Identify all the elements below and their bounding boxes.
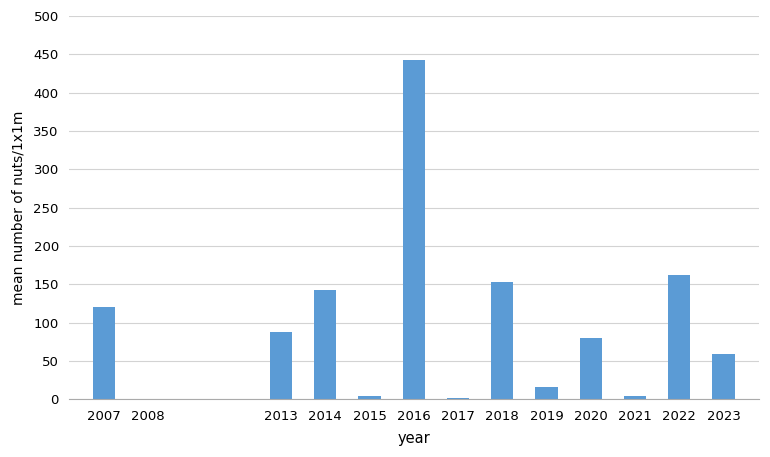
Bar — [668, 275, 690, 399]
Bar — [491, 282, 514, 399]
X-axis label: year: year — [397, 431, 430, 446]
Bar — [580, 338, 602, 399]
Bar — [403, 60, 425, 399]
Bar — [314, 290, 336, 399]
Bar — [270, 332, 292, 399]
Bar — [535, 387, 557, 399]
Y-axis label: mean number of nuts/1x1m: mean number of nuts/1x1m — [11, 111, 25, 305]
Bar — [93, 307, 115, 399]
Bar — [358, 396, 380, 399]
Bar — [624, 396, 646, 399]
Bar — [712, 354, 735, 399]
